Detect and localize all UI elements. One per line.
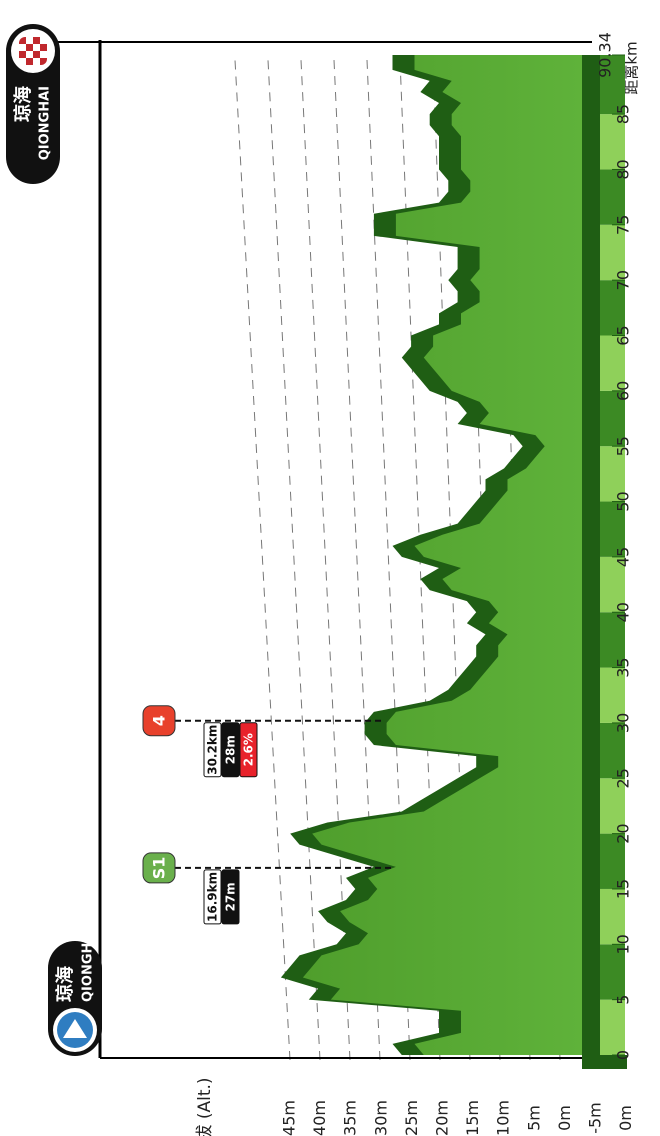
finish-marker: 琼海 QIONGHAI <box>6 24 60 184</box>
x-tick-label: 85 <box>614 104 633 124</box>
rotated-frame: 琼海 QIONGHAI 琼海 QIONGHAI 海拔 (Alt.) 距离km 0… <box>6 24 641 1136</box>
marker-x-label: 16.9km <box>206 872 220 922</box>
x-tick-label: 20 <box>614 823 633 843</box>
x-tick-label: 50 <box>614 491 633 511</box>
elevation-label: 20m <box>433 1100 452 1136</box>
marker-icon: 4 <box>150 715 169 726</box>
x-tick-label: 60 <box>614 381 633 401</box>
elevation-label: 5m <box>524 1105 543 1131</box>
elevation-label: 0m <box>616 1105 635 1131</box>
x-tick-label: 70 <box>614 270 633 290</box>
x-tick-label: 5 <box>614 995 633 1005</box>
x-axis-title: 距离km <box>623 41 641 94</box>
x-tick-label: 0 <box>614 1050 633 1060</box>
x-tick-label: 80 <box>614 159 633 179</box>
x-tick-label: 10 <box>614 934 633 954</box>
marker-value-label: 27m <box>224 882 238 911</box>
marker-icon: S1 <box>150 857 169 880</box>
finish-flag <box>19 37 47 65</box>
guide-line <box>235 60 290 1060</box>
marker-grade: 2.6% <box>242 733 256 766</box>
finish-name-cn: 琼海 <box>12 86 34 122</box>
elevation-label: 35m <box>341 1100 360 1136</box>
finish-name-en: QIONGHAI <box>38 86 53 160</box>
elevation-label: 15m <box>463 1100 482 1136</box>
elevation-label: 40m <box>310 1100 329 1136</box>
x-tick-label: 40 <box>614 602 633 622</box>
marker-value-label: 28m <box>224 735 238 764</box>
x-tick-label: 75 <box>614 215 633 235</box>
y-axis-title: 海拔 (Alt.) <box>195 1077 215 1136</box>
elevation-label: -5m <box>586 1102 605 1134</box>
x-tick-label: 65 <box>614 325 633 345</box>
x-tick-label: 35 <box>614 657 633 677</box>
x-tick-label: 90.34 <box>596 32 615 78</box>
guide-line <box>268 60 320 1060</box>
elevation-profile: 琼海 QIONGHAI 琼海 QIONGHAI 海拔 (Alt.) 距离km 0… <box>0 0 660 1136</box>
elevation-label: 30m <box>371 1100 390 1136</box>
start-name-en: QIONGHAI <box>81 928 96 1002</box>
elevation-label: 45m <box>280 1100 299 1136</box>
x-tick-label: 25 <box>614 768 633 788</box>
start-marker: 琼海 QIONGHAI <box>48 928 102 1056</box>
x-tick-label: 30 <box>614 713 633 733</box>
start-name-cn: 琼海 <box>54 966 76 1002</box>
x-tick-label: 55 <box>614 436 633 456</box>
x-tick-label: 45 <box>614 547 633 567</box>
elevation-label: 25m <box>402 1100 421 1136</box>
marker-x-label: 30.2km <box>206 725 220 775</box>
elevation-label: 0m <box>555 1105 574 1131</box>
x-tick-label: 15 <box>614 879 633 899</box>
elevation-label: 10m <box>494 1100 513 1136</box>
